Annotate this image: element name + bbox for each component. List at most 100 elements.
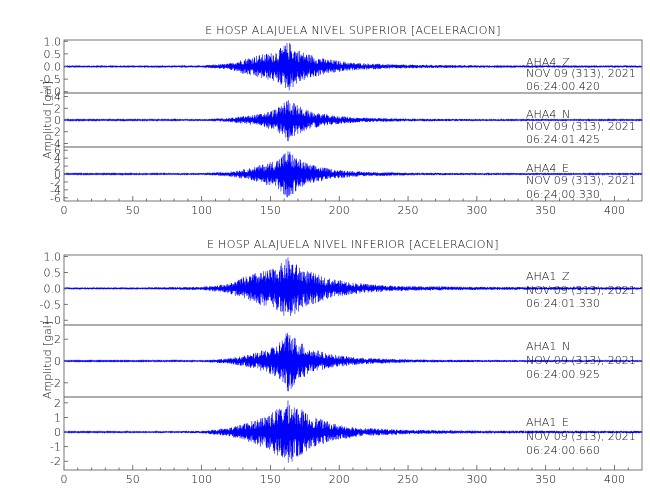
- x-tick-label: 350: [535, 204, 556, 217]
- upper-figure: E HOSP ALAJUELA NIVEL SUPERIOR [ACELERAC…: [40, 24, 643, 217]
- x-tick-label: 100: [191, 204, 212, 217]
- lower-panel-1-date: NOV 09 (313), 2021: [526, 284, 636, 297]
- x-tick-label: 150: [260, 473, 281, 486]
- lower-panel-2-ticks: 2 0 -2: [50, 333, 68, 390]
- y-tick-label: -4: [50, 137, 61, 150]
- upper-panel-2-station: AHA4: [526, 108, 556, 121]
- upper-panel-2: 420-2-4 AHA4 N NOV 09 (313), 2021 06:24:…: [50, 91, 643, 150]
- upper-panel-1-trace: [63, 43, 643, 91]
- lower-panel-1-time: 06:24:01.330: [526, 297, 600, 310]
- upper-panel-3-time: 06:24:00.330: [526, 188, 600, 201]
- lower-panel-3-station: AHA1: [526, 416, 556, 429]
- y-tick-label: 0.5: [44, 267, 62, 280]
- x-tick-label: 250: [398, 473, 419, 486]
- upper-panel-1-component: Z: [562, 56, 570, 69]
- upper-ylabel: Amplitud [gal]: [41, 81, 54, 159]
- x-tick-label: 400: [604, 204, 625, 217]
- lower-panel-2-trace: [63, 332, 643, 392]
- upper-panel-3-component: E: [562, 162, 569, 175]
- lower-panel-2: 2 0 -2 AHA1 N NOV 09 (313), 2021 06:24:00.…: [50, 324, 643, 398]
- y-tick-label: -1.0: [40, 86, 61, 99]
- upper-panel-1-date: NOV 09 (313), 2021: [526, 67, 636, 80]
- lower-panel-3-trace: [63, 400, 643, 463]
- lower-panel-1: 1.0 0.5 0.0 -0.5 -1.0 AHA1 Z NOV 09 (313), 2…: [40, 251, 643, 327]
- x-tick-label: 300: [466, 204, 487, 217]
- upper-panel-1-waveform: [63, 43, 643, 91]
- y-tick-label: -1: [50, 441, 61, 454]
- upper-panel-3-station: AHA4: [526, 162, 556, 175]
- x-tick-label: 50: [126, 204, 140, 217]
- upper-title: E HOSP ALAJUELA NIVEL SUPERIOR [ACELERAC…: [205, 24, 501, 37]
- x-tick-label: 300: [466, 473, 487, 486]
- upper-panel-1-station: AHA4: [526, 56, 556, 69]
- upper-panel-2-waveform: [63, 100, 643, 142]
- lower-panel-3-component: E: [562, 416, 569, 429]
- lower-panel-2-waveform: [63, 332, 643, 392]
- lower-ylabel: Amplitud [gal]: [41, 321, 54, 399]
- lower-panel-1-waveform: [63, 257, 643, 316]
- lower-x-axis: 0 50 100 150 200 250 300 350 400: [61, 465, 629, 486]
- y-tick-label: 0: [54, 168, 61, 181]
- upper-panel-1: 1.00.50.0-0.5-1.0 AHA4 Z NOV 09 (313), 2…: [40, 35, 643, 99]
- y-tick-label: 1: [54, 411, 61, 424]
- y-tick-label: 0: [54, 426, 61, 439]
- x-tick-label: 0: [61, 473, 68, 486]
- y-tick-label: -0.5: [40, 298, 61, 311]
- lower-panel-1-component: Z: [562, 270, 570, 283]
- y-tick-label: 6: [54, 144, 61, 157]
- y-tick-label: 2: [54, 333, 61, 346]
- y-tick-label: 1.0: [44, 35, 62, 48]
- y-tick-label: -1.0: [40, 314, 61, 327]
- y-tick-label: 2: [54, 102, 61, 115]
- upper-panel-2-time: 06:24:01.425: [526, 133, 600, 146]
- y-tick-label: 0.0: [44, 282, 62, 295]
- x-tick-label: 150: [260, 204, 281, 217]
- x-tick-label: 50: [126, 473, 140, 486]
- y-tick-label: -4: [50, 184, 61, 197]
- upper-x-axis: 0 50 100 150 200 250 300 350 400: [61, 196, 629, 217]
- y-tick-label: -2: [50, 377, 61, 390]
- y-tick-label: -2: [50, 455, 61, 468]
- y-tick-label: 2: [54, 160, 61, 173]
- lower-panel-3-waveform: [63, 400, 643, 463]
- y-tick-label: 4: [54, 152, 61, 165]
- lower-panel-2-station: AHA1: [526, 340, 556, 353]
- lower-panel-1-trace: [63, 257, 643, 316]
- y-tick-label: 0.5: [44, 48, 62, 61]
- x-tick-label: 400: [604, 473, 625, 486]
- y-tick-label: -2: [50, 176, 61, 189]
- upper-panel-3-trace: [63, 151, 643, 198]
- y-tick-label: 1.0: [44, 251, 62, 264]
- y-tick-label: 2: [54, 397, 61, 410]
- y-tick-label: 4: [54, 91, 61, 104]
- y-tick-label: 0.0: [44, 61, 62, 74]
- lower-panel-3-time: 06:24:00.660: [526, 444, 600, 457]
- y-tick-label: -0.5: [40, 73, 61, 86]
- lower-panel-3-ticks: 21 0 -1-2: [50, 397, 68, 468]
- upper-panel-3-waveform: [63, 151, 643, 198]
- x-tick-label: 200: [329, 473, 350, 486]
- lower-panel-1-station: AHA1: [526, 270, 556, 283]
- x-tick-label: 100: [191, 473, 212, 486]
- lower-title: E HOSP ALAJUELA NIVEL INFERIOR [ACELERAC…: [207, 238, 499, 251]
- lower-panel-3: 21 0 -1-2 AHA1 E NOV 09 (313), 2021 06:24:…: [50, 396, 643, 471]
- y-tick-label: -6: [50, 192, 61, 205]
- upper-panel-1-ticks: 1.00.50.0-0.5-1.0: [40, 35, 68, 99]
- upper-panel-3-date: NOV 09 (313), 2021: [526, 174, 636, 187]
- x-tick-label: 350: [535, 473, 556, 486]
- lower-figure: E HOSP ALAJUELA NIVEL INFERIOR [ACELERAC…: [40, 238, 643, 486]
- upper-panel-2-trace: [63, 100, 643, 142]
- y-tick-label: -2: [50, 126, 61, 139]
- y-tick-label: 0: [54, 114, 61, 127]
- x-tick-label: 250: [398, 204, 419, 217]
- lower-panel-2-time: 06:24:00.925: [526, 368, 600, 381]
- lower-panel-3-date: NOV 09 (313), 2021: [526, 430, 636, 443]
- upper-panel-2-ticks: 420-2-4: [50, 91, 68, 150]
- x-tick-label: 200: [329, 204, 350, 217]
- upper-panel-2-component: N: [562, 108, 570, 121]
- upper-panel-1-time: 06:24:00.420: [526, 80, 600, 93]
- upper-panel-2-date: NOV 09 (313), 2021: [526, 120, 636, 133]
